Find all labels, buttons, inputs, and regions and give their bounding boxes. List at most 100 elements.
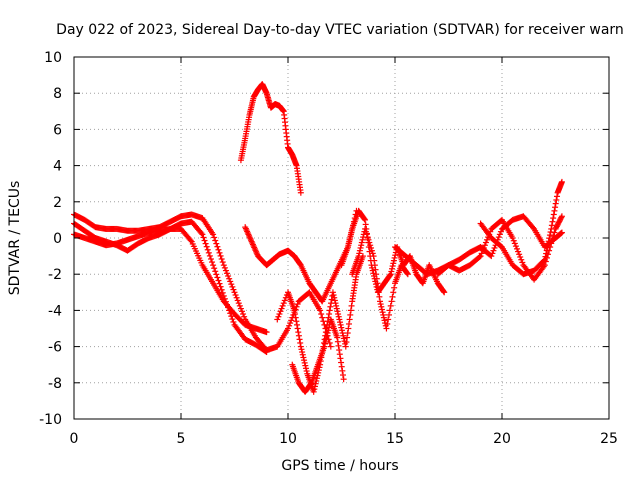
data-point bbox=[549, 218, 556, 225]
data-point bbox=[356, 247, 363, 254]
x-tick-label: 15 bbox=[386, 431, 404, 447]
y-tick-label: 0 bbox=[53, 231, 62, 247]
data-point bbox=[301, 359, 308, 366]
data-point bbox=[324, 330, 331, 337]
data-point bbox=[218, 286, 225, 293]
data-point bbox=[302, 362, 309, 369]
data-point bbox=[285, 325, 291, 332]
data-point bbox=[214, 243, 221, 250]
data-point bbox=[404, 270, 411, 277]
data-point bbox=[482, 239, 489, 246]
data-point bbox=[516, 251, 523, 258]
tick-labels: 0 5 10 15 20 25 -10 -8 -6 -4 -2 0 2 4 6 8 10 bbox=[39, 50, 618, 447]
data-point bbox=[497, 228, 504, 235]
data-point bbox=[299, 349, 306, 356]
chart-title: Day 022 of 2023, Sidereal Day-to-day VTE… bbox=[56, 22, 624, 38]
data-point bbox=[199, 231, 206, 238]
x-tick-label: 0 bbox=[70, 431, 79, 447]
data-point bbox=[228, 281, 235, 288]
data-point bbox=[211, 234, 218, 241]
data-point bbox=[334, 308, 341, 315]
data-point bbox=[340, 335, 347, 342]
data-point bbox=[325, 327, 332, 334]
data-point bbox=[545, 241, 552, 248]
data-point bbox=[225, 273, 232, 280]
data-point bbox=[231, 289, 238, 296]
data-point bbox=[333, 305, 340, 312]
data-point bbox=[356, 250, 363, 257]
data-point bbox=[381, 317, 388, 324]
data-point bbox=[219, 259, 226, 266]
y-tick-label: -4 bbox=[48, 303, 62, 319]
data-point bbox=[340, 376, 347, 383]
data-point bbox=[368, 244, 375, 251]
data-point bbox=[216, 249, 223, 256]
data-point bbox=[509, 235, 516, 241]
data-point bbox=[334, 338, 341, 345]
data-point bbox=[238, 308, 245, 315]
data-point bbox=[347, 307, 354, 314]
y-tick-label: 6 bbox=[53, 122, 62, 138]
data-point bbox=[211, 265, 218, 272]
data-point bbox=[389, 263, 396, 270]
data-point bbox=[298, 346, 305, 353]
data-point bbox=[558, 214, 565, 221]
data-point bbox=[342, 343, 349, 350]
data-point bbox=[558, 213, 565, 220]
data-point bbox=[230, 318, 237, 325]
y-tick-label: 2 bbox=[53, 195, 62, 211]
data-point bbox=[377, 298, 384, 305]
data-point bbox=[547, 229, 554, 236]
data-point bbox=[215, 277, 222, 284]
data-point bbox=[205, 249, 212, 256]
data-point bbox=[229, 283, 236, 290]
data-point bbox=[488, 253, 495, 260]
data-point bbox=[372, 266, 379, 273]
data-point bbox=[375, 284, 382, 291]
data-point bbox=[292, 314, 299, 321]
data-point bbox=[440, 288, 447, 295]
data-point bbox=[232, 292, 239, 299]
data-point bbox=[329, 289, 336, 296]
data-point bbox=[367, 242, 374, 249]
data-point bbox=[362, 228, 369, 235]
grid bbox=[74, 57, 609, 419]
data-point bbox=[200, 234, 207, 241]
data-point bbox=[280, 300, 287, 307]
data-point bbox=[541, 262, 548, 269]
data-point bbox=[288, 317, 295, 324]
data-point bbox=[369, 267, 376, 274]
data-point bbox=[345, 320, 352, 327]
data-point bbox=[240, 311, 247, 318]
data-point bbox=[379, 309, 386, 316]
data-point bbox=[275, 313, 282, 320]
data-point bbox=[540, 257, 547, 264]
data-point bbox=[441, 289, 448, 296]
data-point bbox=[294, 301, 301, 308]
data-point bbox=[552, 200, 559, 207]
data-point bbox=[345, 325, 352, 332]
data-point bbox=[512, 243, 519, 250]
data-point bbox=[214, 274, 221, 281]
data-point bbox=[297, 189, 304, 196]
data-point bbox=[337, 321, 344, 328]
y-tick-label: -2 bbox=[48, 267, 62, 283]
data-point bbox=[210, 231, 217, 238]
data-point bbox=[331, 297, 338, 304]
data-point bbox=[291, 307, 298, 314]
data-point bbox=[348, 302, 355, 309]
data-point bbox=[515, 248, 522, 255]
data-point bbox=[339, 330, 346, 337]
data-point bbox=[387, 271, 394, 278]
data-point bbox=[198, 230, 205, 237]
data-point bbox=[510, 237, 517, 244]
data-point bbox=[217, 252, 224, 259]
data-point bbox=[368, 247, 375, 254]
data-point bbox=[358, 239, 365, 246]
data-point bbox=[204, 246, 211, 253]
data-point bbox=[479, 247, 486, 254]
data-point bbox=[221, 264, 228, 271]
y-tick-label: -10 bbox=[39, 412, 62, 428]
x-tick-label: 20 bbox=[493, 431, 511, 447]
data-point bbox=[218, 255, 225, 262]
